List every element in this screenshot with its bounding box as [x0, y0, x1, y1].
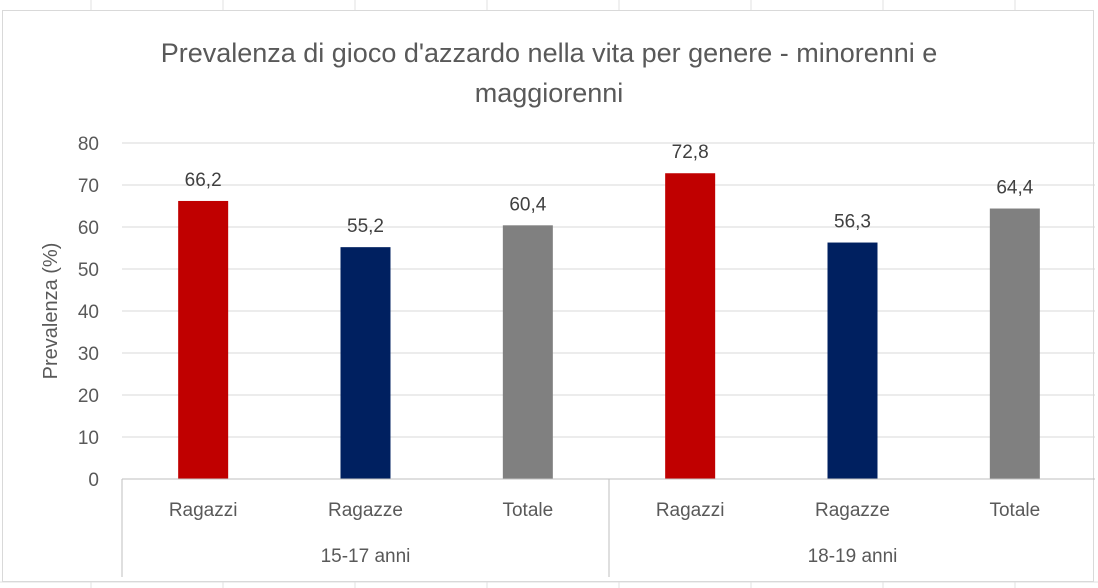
- y-tick-label: 60: [78, 218, 99, 239]
- data-label: 56,3: [834, 212, 871, 233]
- y-tick-label: 0: [88, 470, 99, 491]
- bar-ragazze-1[interactable]: [340, 247, 391, 479]
- category-label: Totale: [502, 500, 553, 521]
- bar-ragazzi-2[interactable]: [665, 173, 716, 480]
- y-tick-label: 40: [78, 302, 99, 323]
- y-tick-label: 20: [78, 386, 99, 407]
- data-label: 66,2: [185, 170, 222, 191]
- y-tick-label: 80: [78, 134, 99, 155]
- category-label: Ragazze: [815, 500, 890, 521]
- data-label: 64,4: [996, 178, 1033, 199]
- category-label: Totale: [989, 500, 1040, 521]
- group-label: 15-17 anni: [321, 546, 411, 567]
- bar-totale-1[interactable]: [502, 225, 553, 479]
- y-axis-title: Prevalenza (%): [40, 243, 62, 380]
- data-label: 55,2: [347, 216, 384, 237]
- y-tick-label: 30: [78, 344, 99, 365]
- category-label: Ragazzi: [656, 500, 725, 521]
- bar-totale-2[interactable]: [989, 208, 1040, 479]
- data-label: 72,8: [672, 142, 709, 163]
- bar-ragazze-2[interactable]: [827, 242, 878, 479]
- y-tick-label: 50: [78, 260, 99, 281]
- data-label: 60,4: [509, 194, 546, 215]
- bar-ragazzi-1[interactable]: [178, 200, 229, 479]
- group-label: 18-19 anni: [808, 546, 898, 567]
- y-tick-label: 70: [78, 176, 99, 197]
- y-tick-label: 10: [78, 428, 99, 449]
- category-label: Ragazze: [328, 500, 403, 521]
- chart-title: Prevalenza di gioco d'azzardo nella vita…: [3, 33, 1095, 113]
- category-label: Ragazzi: [169, 500, 238, 521]
- chart-plot: 0 10 20 30 40 50 60 70 80 Prevalenza (%) 66,2 Ragaz…: [40, 134, 1095, 577]
- chart-area[interactable]: Prevalenza di gioco d'azzardo nella vita…: [2, 10, 1095, 582]
- chart-title-line-1: Prevalenza di gioco d'azzardo nella vita…: [160, 38, 938, 68]
- chart-title-line-2: maggiorenni: [474, 78, 624, 108]
